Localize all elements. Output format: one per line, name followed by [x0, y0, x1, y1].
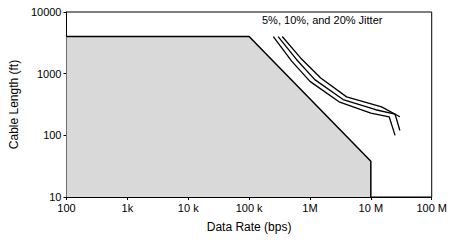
svg-text:100: 100	[43, 129, 61, 141]
svg-text:Cable Length (ft): Cable Length (ft)	[7, 60, 21, 149]
svg-text:100 k: 100 k	[236, 202, 263, 214]
svg-text:10 k: 10 k	[178, 202, 199, 214]
svg-text:Data Rate (bps): Data Rate (bps)	[207, 220, 292, 234]
svg-text:1M: 1M	[302, 202, 317, 214]
svg-text:100: 100	[57, 202, 75, 214]
svg-text:100 M: 100 M	[416, 202, 447, 214]
svg-text:5%, 10%, and 20% Jitter: 5%, 10%, and 20% Jitter	[262, 14, 383, 26]
svg-text:1k: 1k	[122, 202, 134, 214]
svg-text:10 M: 10 M	[359, 202, 383, 214]
svg-text:10000: 10000	[31, 6, 62, 18]
svg-text:10: 10	[49, 191, 62, 203]
svg-text:1000: 1000	[37, 68, 61, 80]
